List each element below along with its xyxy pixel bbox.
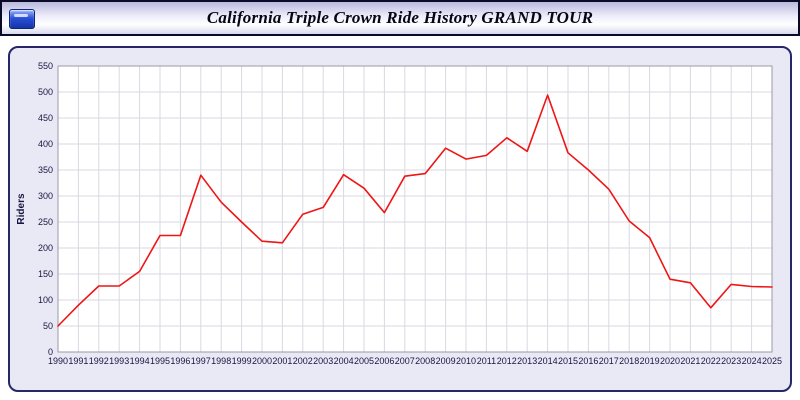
- y-tick-label: 500: [38, 87, 53, 97]
- x-tick-label: 2005: [354, 356, 374, 366]
- x-tick-label: 1991: [68, 356, 88, 366]
- x-tick-label: 2010: [456, 356, 476, 366]
- x-tick-label: 2003: [313, 356, 333, 366]
- x-tick-label: 2001: [272, 356, 292, 366]
- x-tick-label: 2008: [415, 356, 435, 366]
- x-tick-label: 2000: [252, 356, 272, 366]
- x-tick-label: 2015: [558, 356, 578, 366]
- x-tick-label: 2018: [619, 356, 639, 366]
- x-tick-label: 1997: [191, 356, 211, 366]
- x-tick-label: 1993: [109, 356, 129, 366]
- x-tick-label: 2023: [721, 356, 741, 366]
- y-tick-label: 450: [38, 113, 53, 123]
- app-header: California Triple Crown Ride History GRA…: [0, 0, 800, 36]
- x-tick-label: 2013: [517, 356, 537, 366]
- x-tick-label: 1990: [48, 356, 68, 366]
- x-tick-label: 2012: [497, 356, 517, 366]
- x-tick-label: 1995: [150, 356, 170, 366]
- x-tick-label: 2009: [436, 356, 456, 366]
- x-tick-label: 2011: [477, 356, 496, 366]
- y-tick-label: 400: [38, 139, 53, 149]
- y-tick-label: 550: [38, 61, 53, 71]
- y-tick-label: 300: [38, 191, 53, 201]
- y-tick-label: 250: [38, 217, 53, 227]
- x-tick-label: 1999: [232, 356, 252, 366]
- x-tick-label: 2021: [680, 356, 700, 366]
- x-tick-label: 1994: [130, 356, 150, 366]
- x-tick-label: 2020: [660, 356, 680, 366]
- y-tick-label: 50: [43, 321, 53, 331]
- x-tick-label: 1992: [89, 356, 109, 366]
- x-tick-label: 1996: [170, 356, 190, 366]
- x-tick-label: 2002: [293, 356, 313, 366]
- y-tick-label: 0: [48, 347, 53, 357]
- chart-panel: 0 50 100 150 200 250 300 350 400 450 500 550 1990 199…: [8, 46, 792, 392]
- x-tick-label: 2014: [538, 356, 558, 366]
- y-tick-label: 350: [38, 165, 53, 175]
- x-tick-label: 2006: [374, 356, 394, 366]
- y-axis-label: Riders: [16, 193, 27, 225]
- x-tick-label: 2025: [762, 356, 782, 366]
- x-tick-label: 2022: [701, 356, 721, 366]
- x-tick-label: 2004: [334, 356, 354, 366]
- x-tick-label: 2019: [640, 356, 660, 366]
- x-tick-label: 2007: [395, 356, 415, 366]
- plot-area: [58, 66, 772, 352]
- page-title: California Triple Crown Ride History GRA…: [206, 8, 594, 27]
- y-tick-label: 200: [38, 243, 53, 253]
- series-line: [57, 94, 773, 327]
- x-tick-label: 1998: [211, 356, 231, 366]
- x-tick-label: 2017: [599, 356, 619, 366]
- plot-border: [57, 65, 773, 353]
- x-tick-label: 2016: [578, 356, 598, 366]
- x-tick-label: 2024: [742, 356, 762, 366]
- chart-icon: [9, 9, 35, 29]
- y-tick-label: 150: [38, 269, 53, 279]
- y-tick-label: 100: [38, 295, 53, 305]
